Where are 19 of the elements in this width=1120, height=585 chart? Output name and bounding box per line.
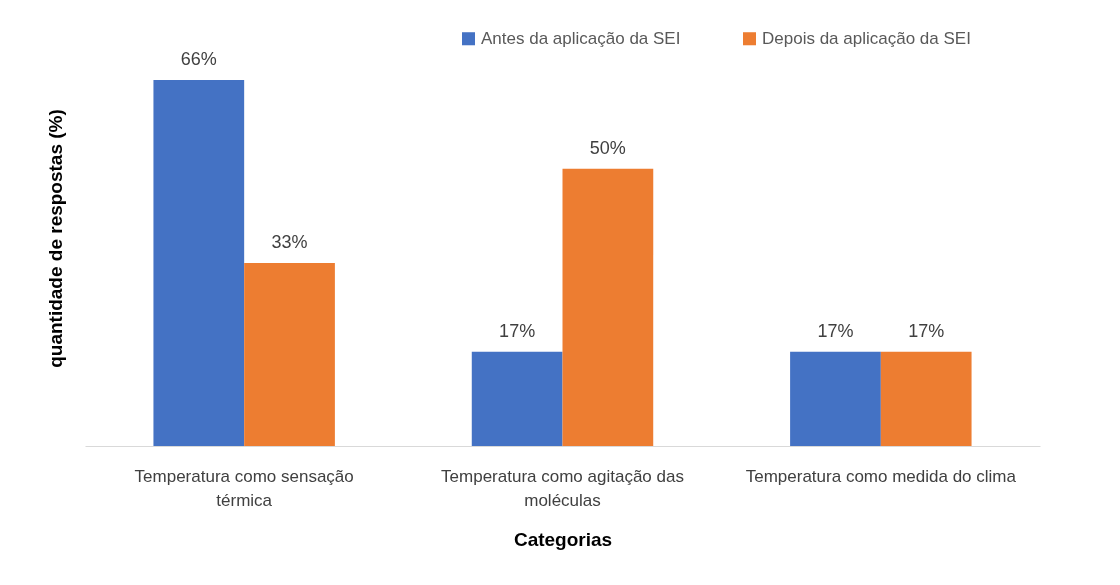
y-axis-title: quantidade de respostas (%) — [44, 109, 66, 368]
data-label: 66% — [180, 48, 217, 69]
bar — [153, 79, 245, 446]
legend-label: Antes da aplicação da SEI — [481, 28, 681, 48]
bar — [790, 351, 881, 446]
data-label: 17% — [908, 320, 945, 341]
x-tick-label: Temperatura como sensação térmica — [134, 466, 354, 510]
data-label: 50% — [589, 137, 626, 158]
x-tick-label: Temperatura como medida do clima — [745, 466, 1017, 486]
data-label: 17% — [817, 320, 854, 341]
bar — [471, 351, 563, 446]
legend-label: Depois da aplicação da SEI — [762, 28, 971, 48]
bar — [562, 168, 654, 446]
bar — [244, 262, 335, 446]
bar — [880, 351, 972, 446]
data-label: 17% — [499, 320, 536, 341]
x-tick-label: Temperatura como agitação das moléculas — [441, 466, 684, 510]
x-axis-title: Categorias — [513, 528, 613, 550]
data-label: 33% — [271, 231, 308, 252]
